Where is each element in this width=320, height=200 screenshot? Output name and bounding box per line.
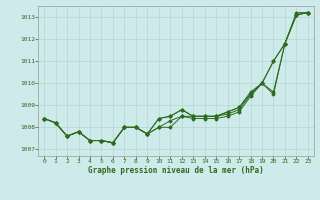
X-axis label: Graphe pression niveau de la mer (hPa): Graphe pression niveau de la mer (hPa) (88, 166, 264, 175)
